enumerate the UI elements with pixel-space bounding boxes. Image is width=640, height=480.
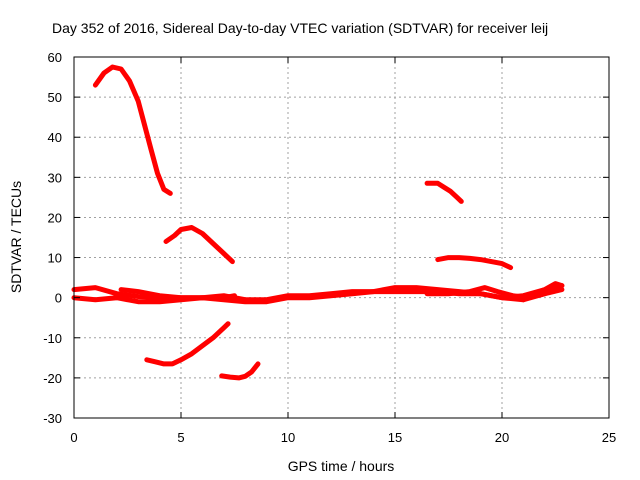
series-line-arc-6 <box>435 255 514 271</box>
series-line-arc-2 <box>163 225 235 265</box>
y-tick-label: 30 <box>48 170 62 185</box>
y-axis-label: SDTVAR / TECUs <box>8 181 24 293</box>
data-traces <box>71 64 565 381</box>
y-tick-label: -30 <box>43 411 62 426</box>
series-line-arc-11 <box>520 281 565 303</box>
y-tick-label: 40 <box>48 130 62 145</box>
y-tick-label: 50 <box>48 90 62 105</box>
x-tick-label: 0 <box>70 430 77 445</box>
series-line-arc-8 <box>71 287 565 305</box>
series-line-arc-4 <box>219 361 261 381</box>
series-line-arc-9 <box>118 287 237 301</box>
x-tick-label: 25 <box>602 430 616 445</box>
series-line-arc-1 <box>92 64 173 196</box>
x-tick-label: 5 <box>177 430 184 445</box>
x-tick-label: 10 <box>281 430 295 445</box>
chart-title: Day 352 of 2016, Sidereal Day-to-day VTE… <box>52 20 548 36</box>
x-tick-label: 20 <box>495 430 509 445</box>
axis-ticks: 0 5 10 15 20 25 -30 -20 -10 0 10 20 30 40 50 60 <box>43 50 616 445</box>
y-tick-label: 10 <box>48 251 62 266</box>
y-tick-label: 20 <box>48 210 62 225</box>
series-line-arc-3 <box>144 321 231 367</box>
plot-frame <box>73 56 610 419</box>
y-tick-label: 0 <box>55 291 62 306</box>
y-tick-label: -10 <box>43 331 62 346</box>
y-tick-label: 60 <box>48 50 62 65</box>
x-tick-label: 15 <box>388 430 402 445</box>
y-tick-label: -20 <box>43 371 62 386</box>
x-axis-label: GPS time / hours <box>288 458 395 474</box>
series-line-arc-5 <box>424 180 464 204</box>
